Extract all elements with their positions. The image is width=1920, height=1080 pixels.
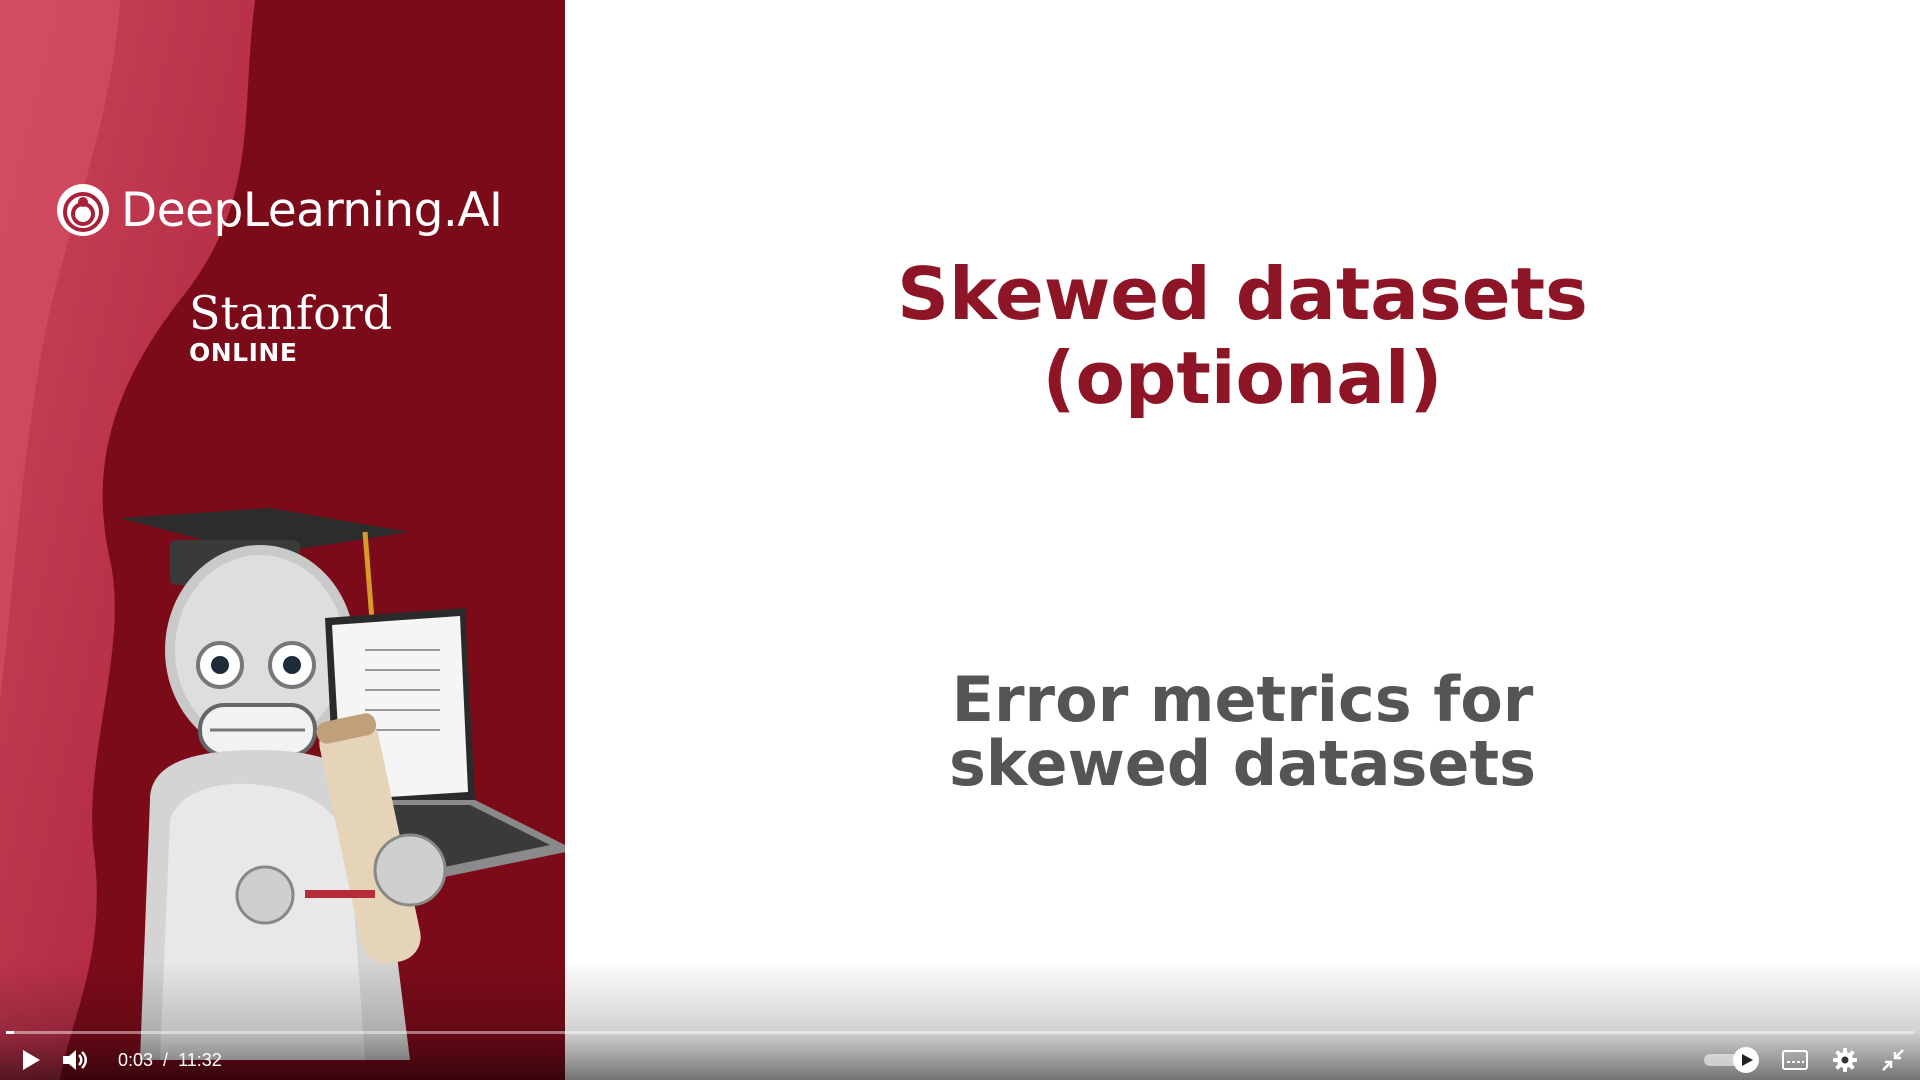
gear-icon (1833, 1048, 1857, 1072)
duration: 11:32 (178, 1050, 222, 1070)
exit-fullscreen-button[interactable] (1876, 1044, 1910, 1076)
exit-fullscreen-icon (1882, 1049, 1904, 1071)
captions-icon (1782, 1050, 1808, 1070)
play-icon (23, 1050, 40, 1070)
robot-graduate-illustration (120, 508, 565, 1060)
autoplay-toggle[interactable] (1702, 1044, 1762, 1076)
deeplearning-ai-logo-icon (57, 184, 109, 236)
time-display: 0:03 / 11:32 (118, 1050, 222, 1071)
progress-bar[interactable] (6, 1031, 1914, 1034)
slide-title-line-1: Skewed datasets (897, 252, 1588, 336)
deeplearning-ai-logo: DeepLearning.AI (55, 182, 503, 238)
brand-name: DeepLearning.AI (121, 182, 503, 238)
volume-button[interactable] (58, 1044, 92, 1076)
slide-title-line-2: (optional) (1042, 336, 1443, 420)
captions-button[interactable] (1778, 1044, 1812, 1076)
stanford-name: Stanford (189, 286, 393, 340)
slide-subtitle: Error metrics for skewed datasets (565, 668, 1920, 796)
time-separator: / (163, 1050, 169, 1070)
play-button[interactable] (14, 1044, 48, 1076)
slide-subtitle-line-1: Error metrics for (951, 663, 1534, 736)
stanford-sub: ONLINE (189, 338, 298, 367)
progress-bar-fill (6, 1031, 14, 1034)
brand-panel: DeepLearning.AI Stanford ONLINE (0, 0, 565, 1080)
slide-subtitle-line-2: skewed datasets (948, 727, 1536, 800)
slide-title: Skewed datasets (optional) (565, 252, 1920, 420)
stanford-online-logo: Stanford ONLINE (189, 290, 392, 366)
video-control-bar: 0:03 / 11:32 (0, 1040, 1920, 1080)
autoplay-toggle-icon (1704, 1047, 1759, 1073)
slide: Skewed datasets (optional) Error metrics… (565, 0, 1920, 1080)
settings-button[interactable] (1828, 1044, 1862, 1076)
current-time: 0:03 (118, 1050, 154, 1070)
volume-icon (63, 1050, 87, 1070)
